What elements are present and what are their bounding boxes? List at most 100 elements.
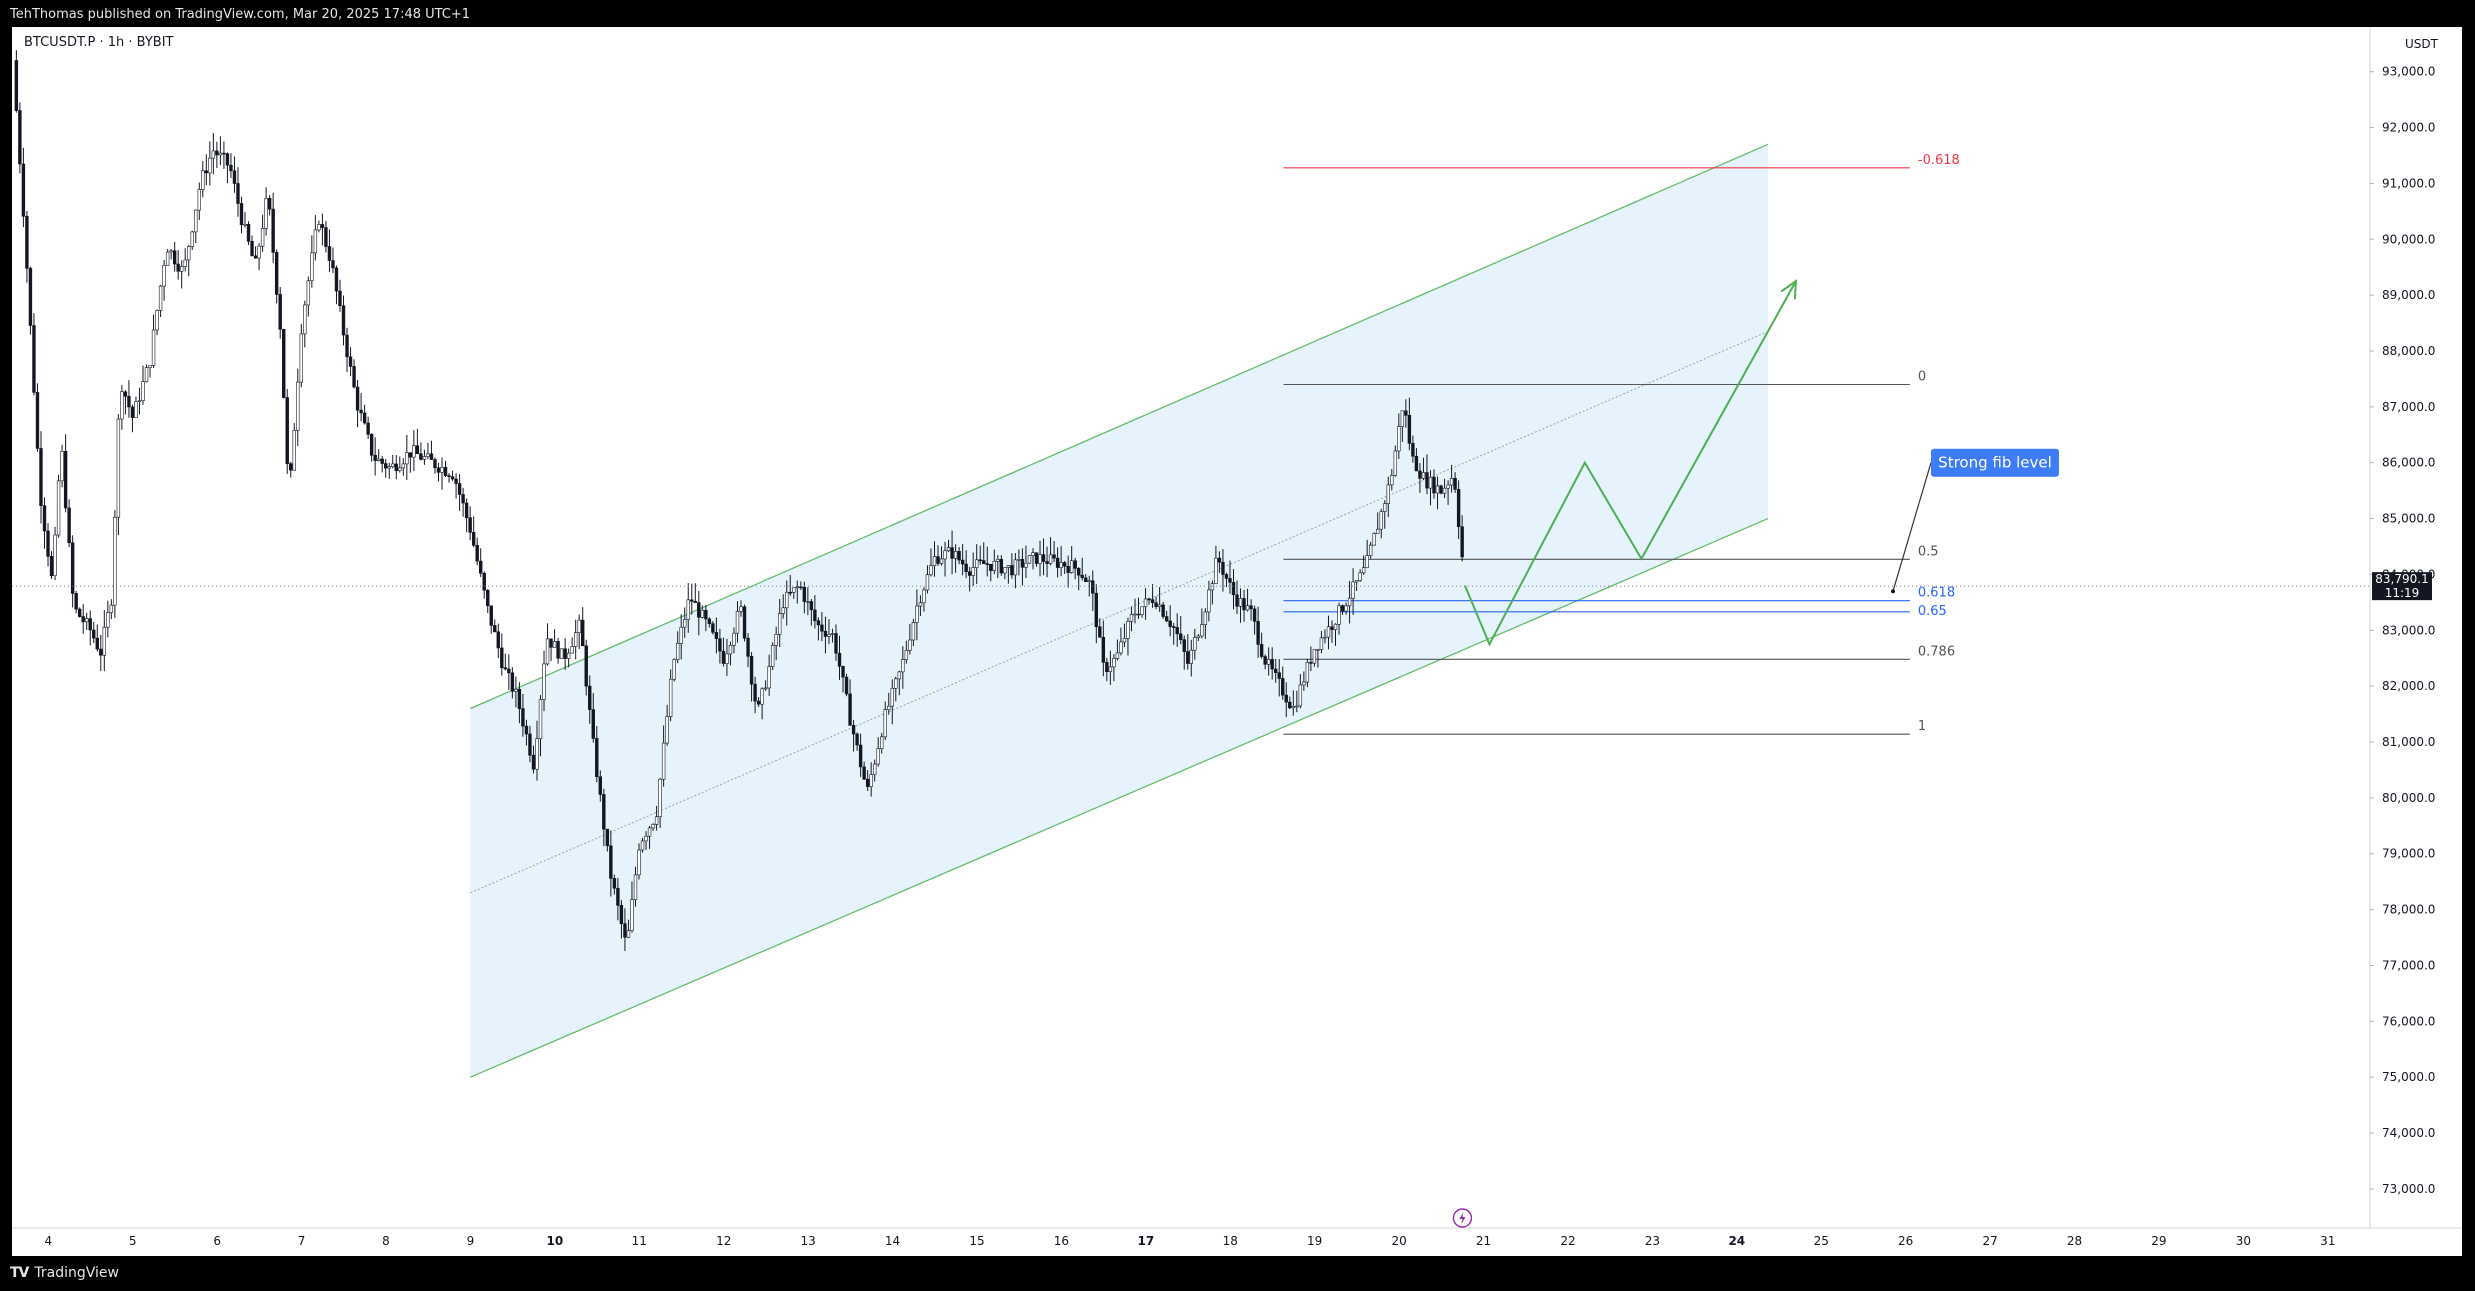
fib-level-label: 0.618 <box>1918 586 1955 601</box>
candle-body <box>338 290 342 307</box>
candle-body <box>503 667 508 670</box>
candle-body <box>1098 626 1102 638</box>
symbol-info[interactable]: BTCUSDT.P · 1h · BYBIT <box>24 35 174 50</box>
candle-body <box>1326 626 1331 638</box>
candle-body <box>28 267 33 326</box>
candle-body <box>1407 415 1412 444</box>
time-axis-label: 23 <box>1645 1234 1660 1248</box>
fib-level-label: 0.786 <box>1918 644 1955 659</box>
candle-body <box>127 395 131 408</box>
candle-body <box>1157 604 1162 607</box>
time-axis-label: 24 <box>1728 1234 1745 1248</box>
candle-body <box>1312 649 1317 664</box>
candle-body <box>1006 565 1011 568</box>
candle-body <box>704 609 708 620</box>
candle-body <box>172 250 177 265</box>
candle-body <box>1129 613 1134 622</box>
candle-body <box>1242 598 1246 611</box>
candle-body <box>1087 580 1091 583</box>
candle-body <box>795 586 799 589</box>
publish-info-text: TehThomas published on TradingView.com, … <box>10 7 471 22</box>
candle-body <box>1217 557 1222 563</box>
candle-body <box>1140 606 1144 615</box>
price-axis-label: 91,000.0 <box>2382 176 2435 190</box>
projection-arrowhead[interactable] <box>1780 279 1798 300</box>
tradingview-logo[interactable]: TV TradingView <box>10 1265 119 1281</box>
candle-body <box>1390 475 1394 486</box>
candle-body <box>369 433 374 456</box>
price-axis-label: 78,000.0 <box>2382 903 2435 917</box>
candle-body <box>901 659 905 673</box>
candle-body <box>1069 560 1074 573</box>
candle-body <box>271 208 275 253</box>
channel-fill[interactable] <box>470 144 1769 1078</box>
candle-body <box>609 845 613 879</box>
annotation-pointer-dot <box>1890 589 1895 594</box>
candle-body <box>1080 574 1084 579</box>
candle-body <box>880 736 884 749</box>
candle-body <box>605 828 610 847</box>
candle-body <box>1059 562 1063 568</box>
candle-body <box>957 551 961 561</box>
candle-body <box>1404 410 1408 416</box>
candle-body <box>651 824 655 829</box>
candle-body <box>1052 554 1056 559</box>
candle-body <box>1091 580 1095 594</box>
annotation-pointer[interactable] <box>1892 462 1932 592</box>
candle-body <box>81 616 85 623</box>
candle-body <box>56 480 61 536</box>
candle-body <box>591 709 595 739</box>
candle-body <box>116 418 121 518</box>
candle-body <box>932 556 937 566</box>
candle-body <box>415 445 420 455</box>
candle-body <box>1027 555 1032 564</box>
candle-body <box>63 451 68 509</box>
candle-body <box>1263 656 1267 665</box>
price-tag[interactable] <box>2372 572 2432 601</box>
candle-body <box>204 170 209 174</box>
time-axis-label: 13 <box>800 1234 815 1248</box>
candle-body <box>250 240 254 257</box>
candle-body <box>679 626 683 644</box>
price-axis-label: 74,000.0 <box>2382 1126 2435 1140</box>
candle-body <box>1066 565 1070 573</box>
candle-body <box>1171 626 1176 628</box>
candle-body <box>1150 599 1155 604</box>
annotation-box[interactable] <box>1930 448 2059 477</box>
candle-body <box>732 632 736 646</box>
projection-path[interactable] <box>1464 280 1797 647</box>
candle-body <box>310 252 314 282</box>
candle-body <box>429 453 434 460</box>
price-tag-value: 83,790.1 <box>2375 572 2428 586</box>
candle-body <box>1045 561 1049 564</box>
candle-body <box>243 224 247 226</box>
candle-body <box>753 683 757 702</box>
candle-body <box>211 150 216 159</box>
candle-body <box>566 652 571 659</box>
candle-body <box>517 688 522 709</box>
currency-label[interactable]: USDT <box>2405 37 2438 51</box>
candle-body <box>735 611 740 634</box>
candle-body <box>1333 623 1338 630</box>
candle-body <box>602 794 606 830</box>
candle-body <box>1200 624 1204 637</box>
candle-body <box>612 878 617 889</box>
candle-body <box>257 245 261 259</box>
candle-body <box>1238 598 1243 607</box>
candle-body <box>640 840 645 851</box>
price-chart[interactable]: -0.618 0 0.5 0.618 0.65 0.786 1 Strong fib leve… <box>12 27 2462 1256</box>
candle-body <box>162 265 166 287</box>
time-axis-label: 9 <box>467 1234 475 1248</box>
candle-body <box>760 688 764 705</box>
chart-area[interactable]: -0.618 0 0.5 0.618 0.65 0.786 1 Strong fib leve… <box>12 27 2462 1256</box>
time-axis-label: 5 <box>129 1234 137 1248</box>
price-axis-label: 77,000.0 <box>2382 958 2435 972</box>
candle-body <box>461 494 465 504</box>
candle-body <box>1393 450 1398 476</box>
candle-body <box>113 517 117 606</box>
candle-body <box>1221 561 1225 575</box>
fib-level-label: 1 <box>1918 719 1926 734</box>
candle-body <box>239 203 244 225</box>
candle-body <box>763 687 768 690</box>
candle-body <box>1136 613 1141 616</box>
